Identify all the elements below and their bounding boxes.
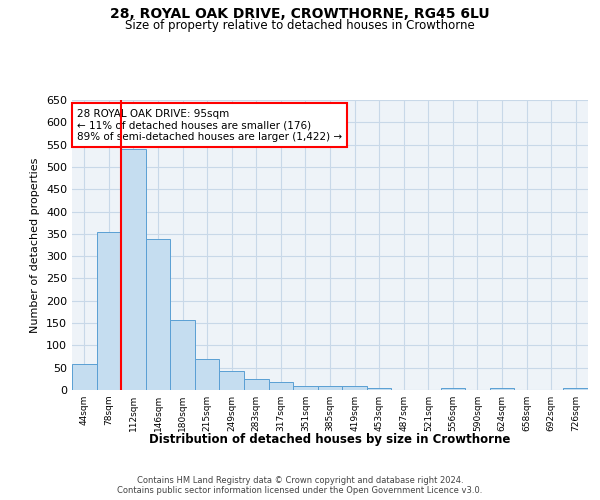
Bar [72, 364, 97, 390]
Bar [318, 386, 342, 390]
Bar [440, 388, 465, 390]
Bar [97, 232, 121, 390]
Bar [563, 388, 588, 390]
Bar [269, 382, 293, 390]
Text: Size of property relative to detached houses in Crowthorne: Size of property relative to detached ho… [125, 19, 475, 32]
Bar [220, 372, 244, 390]
Text: 28, ROYAL OAK DRIVE, CROWTHORNE, RG45 6LU: 28, ROYAL OAK DRIVE, CROWTHORNE, RG45 6L… [110, 8, 490, 22]
Bar [244, 379, 269, 390]
Y-axis label: Number of detached properties: Number of detached properties [31, 158, 40, 332]
Bar [146, 239, 170, 390]
Text: Contains public sector information licensed under the Open Government Licence v3: Contains public sector information licen… [118, 486, 482, 495]
Text: 28 ROYAL OAK DRIVE: 95sqm
← 11% of detached houses are smaller (176)
89% of semi: 28 ROYAL OAK DRIVE: 95sqm ← 11% of detac… [77, 108, 342, 142]
Text: Contains HM Land Registry data © Crown copyright and database right 2024.: Contains HM Land Registry data © Crown c… [137, 476, 463, 485]
Text: Distribution of detached houses by size in Crowthorne: Distribution of detached houses by size … [149, 432, 511, 446]
Bar [170, 320, 195, 390]
Bar [293, 386, 318, 390]
Bar [490, 388, 514, 390]
Bar [121, 149, 146, 390]
Bar [195, 359, 220, 390]
Bar [367, 388, 391, 390]
Bar [342, 386, 367, 390]
